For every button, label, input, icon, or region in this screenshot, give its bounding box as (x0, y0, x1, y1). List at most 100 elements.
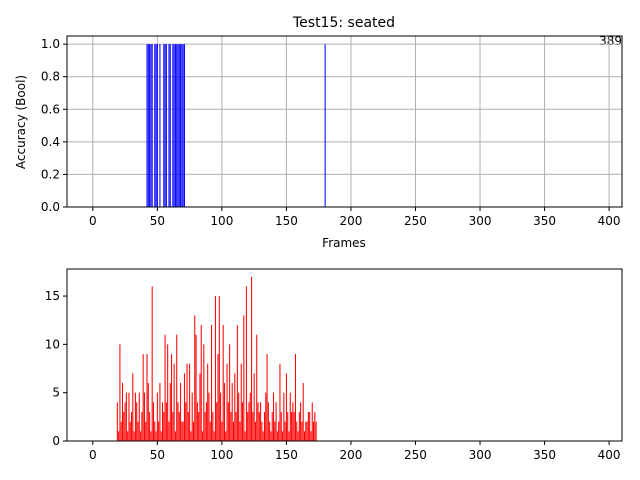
count-bar (138, 392, 140, 441)
count-y-ticks: 0 5 10 15 (45, 289, 67, 448)
count-bar (209, 421, 211, 441)
count-bar (315, 421, 317, 441)
count-bar (239, 421, 241, 441)
count-bar (302, 383, 304, 441)
count-bar (120, 421, 122, 441)
count-bar (128, 392, 130, 441)
count-bar (152, 402, 154, 441)
accuracy-bar (168, 44, 170, 208)
count-bar (182, 421, 184, 441)
count-bar (181, 421, 183, 441)
x-tick-label: 350 (533, 214, 556, 228)
y-tick-label: 0 (52, 434, 60, 448)
accuracy-bar (181, 44, 183, 208)
count-bar (256, 334, 258, 441)
count-bar (142, 354, 144, 441)
count-bar (190, 431, 192, 441)
count-bar (125, 392, 127, 441)
count-bar (178, 412, 180, 441)
count-bar (289, 392, 291, 441)
count-bar (185, 402, 187, 441)
count-bar (189, 363, 191, 441)
count-bar (314, 412, 316, 441)
count-bar (198, 412, 200, 441)
accuracy-bars (146, 44, 326, 208)
count-bar (309, 412, 311, 441)
count-bar (171, 354, 173, 441)
count-bar (195, 334, 197, 441)
count-bar (141, 412, 143, 441)
count-bar (227, 402, 229, 441)
count-bar (216, 402, 218, 441)
accuracy-bar (176, 44, 178, 208)
accuracy-bar (165, 44, 167, 208)
count-bar (168, 421, 170, 441)
count-bar (119, 344, 121, 441)
count-bar (261, 421, 263, 441)
accuracy-bar (151, 44, 153, 208)
accuracy-bar (146, 44, 148, 208)
x-tick-label: 400 (598, 214, 621, 228)
accuracy-bar (183, 44, 185, 208)
accuracy-bar (172, 44, 174, 208)
count-bar (242, 402, 244, 441)
count-subplot: 0 50 100 150 200 250 300 350 400 0 5 10 15 (45, 268, 623, 462)
count-bar (159, 383, 161, 441)
count-bar (127, 431, 129, 441)
count-bar (297, 431, 299, 441)
count-bar (275, 402, 277, 441)
count-bar (262, 431, 264, 441)
count-bar (161, 402, 164, 441)
count-bar (222, 325, 224, 441)
count-bar (311, 402, 313, 441)
count-bar (249, 392, 251, 441)
accuracy-bar (147, 44, 149, 208)
count-bar (243, 315, 245, 441)
accuracy-y-ticks: 0.0 0.2 0.4 0.6 0.8 1.0 (41, 37, 67, 214)
count-bar (223, 383, 225, 441)
count-bar (252, 412, 254, 441)
accuracy-chart-title: Test15: seated (292, 15, 395, 31)
count-bar (211, 325, 213, 441)
count-bar (167, 344, 169, 441)
x-tick-label: 250 (404, 214, 427, 228)
count-bar (149, 412, 151, 441)
x-tick-label: 0 (89, 214, 97, 228)
accuracy-bar (156, 44, 158, 208)
x-tick-label: 250 (404, 448, 427, 462)
count-bar (285, 373, 287, 441)
count-bar (173, 363, 175, 441)
count-bar (172, 412, 174, 441)
count-bar (288, 431, 290, 441)
accuracy-bar (164, 44, 166, 208)
count-bar (287, 412, 289, 441)
accuracy-y-axis-label: Accuracy (Bool) (14, 75, 28, 169)
count-bar (231, 383, 233, 441)
count-bar (131, 412, 133, 441)
y-tick-label: 0.6 (41, 102, 60, 116)
y-tick-label: 15 (45, 289, 60, 303)
count-bar (270, 431, 272, 441)
count-bar (236, 325, 238, 441)
count-bar (278, 421, 280, 441)
count-bar (202, 431, 204, 441)
count-bar (310, 431, 312, 441)
count-bar (220, 392, 222, 441)
count-bar (301, 421, 303, 441)
count-bar (265, 392, 267, 441)
count-bar (229, 344, 231, 441)
count-bar (248, 402, 250, 441)
count-bar (263, 412, 265, 441)
count-bar (147, 383, 149, 441)
count-bar (226, 363, 228, 441)
count-bar (124, 402, 126, 441)
count-bar (192, 421, 195, 441)
count-bar (214, 296, 216, 441)
x-tick-label: 350 (533, 448, 556, 462)
count-bar (293, 412, 295, 441)
count-bar (251, 276, 253, 441)
count-bar (140, 431, 142, 441)
count-bar (132, 373, 134, 441)
x-tick-label: 200 (340, 214, 363, 228)
